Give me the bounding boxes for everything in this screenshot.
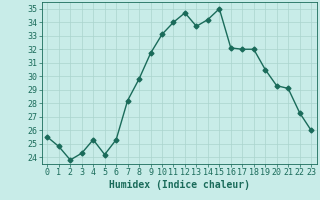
X-axis label: Humidex (Indice chaleur): Humidex (Indice chaleur) xyxy=(109,180,250,190)
